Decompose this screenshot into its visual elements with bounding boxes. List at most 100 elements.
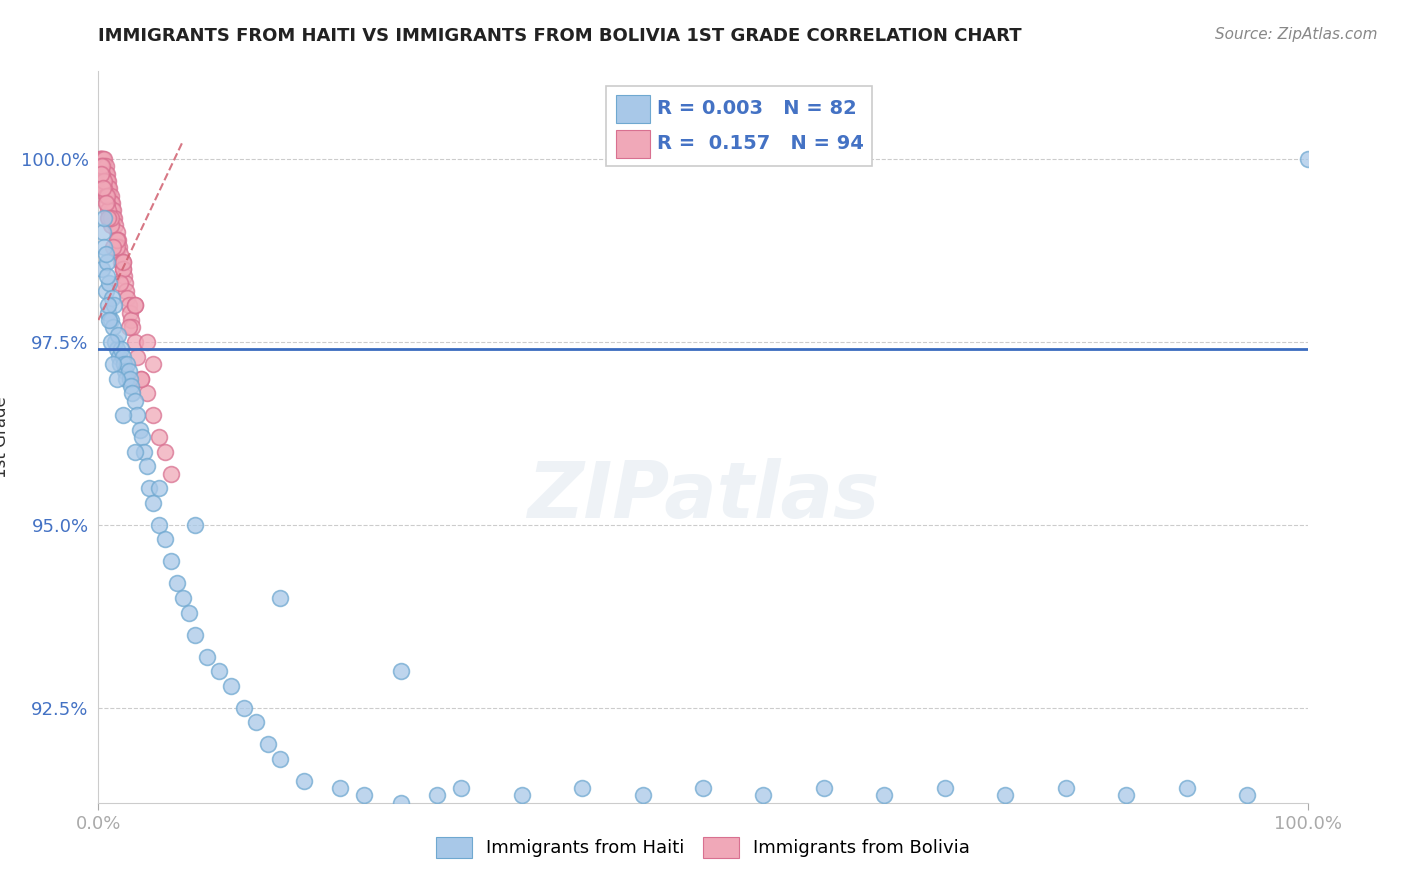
- Point: [108, 350, 131, 364]
- Point: [1054, 781, 1077, 796]
- Point: [93, 181, 115, 195]
- Point: [97, 188, 120, 202]
- Point: [269, 591, 291, 605]
- Point: [96, 167, 118, 181]
- FancyBboxPatch shape: [616, 130, 650, 158]
- Point: [153, 444, 176, 458]
- Point: [118, 298, 141, 312]
- Point: [93, 174, 115, 188]
- Point: [98, 277, 121, 291]
- Point: [91, 160, 114, 174]
- Point: [94, 174, 117, 188]
- Point: [100, 188, 122, 202]
- Point: [138, 481, 160, 495]
- Point: [124, 444, 146, 458]
- Point: [93, 211, 115, 225]
- Point: [426, 789, 449, 803]
- Point: [111, 261, 134, 276]
- Point: [160, 467, 183, 481]
- Point: [93, 174, 115, 188]
- Point: [91, 152, 114, 166]
- Point: [160, 554, 183, 568]
- Point: [121, 386, 143, 401]
- Point: [108, 277, 131, 291]
- Point: [90, 167, 112, 181]
- Point: [111, 408, 134, 422]
- Point: [105, 240, 128, 254]
- Point: [120, 379, 142, 393]
- Point: [96, 188, 118, 202]
- Point: [100, 203, 122, 218]
- Point: [112, 269, 135, 284]
- Point: [124, 334, 146, 349]
- Point: [129, 371, 152, 385]
- Point: [117, 357, 139, 371]
- Point: [101, 357, 124, 371]
- Point: [269, 752, 291, 766]
- Point: [118, 371, 141, 385]
- Point: [100, 196, 122, 211]
- Point: [96, 269, 118, 284]
- Point: [97, 181, 120, 195]
- Point: [117, 291, 139, 305]
- Point: [292, 773, 315, 788]
- Point: [96, 174, 118, 188]
- Point: [108, 247, 131, 261]
- Point: [98, 313, 121, 327]
- Text: ZIPatlas: ZIPatlas: [527, 458, 879, 533]
- Point: [91, 160, 114, 174]
- Point: [124, 393, 146, 408]
- Point: [631, 789, 654, 803]
- Point: [571, 781, 593, 796]
- Point: [91, 167, 114, 181]
- Point: [153, 533, 176, 547]
- Point: [105, 343, 128, 357]
- Point: [91, 152, 114, 166]
- Point: [108, 357, 131, 371]
- Legend: Immigrants from Haiti, Immigrants from Bolivia: Immigrants from Haiti, Immigrants from B…: [427, 828, 979, 867]
- Point: [90, 160, 112, 174]
- Point: [111, 254, 134, 268]
- Point: [104, 218, 127, 232]
- Point: [105, 225, 128, 239]
- Point: [93, 152, 115, 166]
- Point: [148, 430, 170, 444]
- Point: [510, 789, 533, 803]
- Point: [232, 700, 254, 714]
- Point: [101, 320, 124, 334]
- Point: [111, 261, 134, 276]
- Point: [107, 233, 129, 247]
- Point: [100, 196, 122, 211]
- Point: [1296, 152, 1319, 166]
- Point: [96, 196, 118, 211]
- Point: [94, 160, 117, 174]
- Point: [96, 181, 118, 195]
- Point: [131, 430, 153, 444]
- Point: [256, 737, 278, 751]
- Point: [94, 284, 117, 298]
- Point: [105, 233, 128, 247]
- Point: [1236, 789, 1258, 803]
- Point: [208, 664, 231, 678]
- Point: [93, 181, 115, 195]
- Point: [172, 591, 194, 605]
- Point: [329, 781, 352, 796]
- Point: [195, 649, 218, 664]
- Point: [89, 167, 111, 181]
- Point: [934, 781, 956, 796]
- Point: [135, 334, 157, 349]
- Point: [94, 196, 117, 211]
- Point: [90, 152, 112, 166]
- Point: [179, 606, 201, 620]
- Point: [450, 781, 472, 796]
- Point: [100, 291, 122, 305]
- Point: [112, 357, 135, 371]
- Text: R =  0.157   N = 94: R = 0.157 N = 94: [657, 135, 863, 153]
- Point: [101, 240, 124, 254]
- Point: [389, 664, 412, 678]
- Point: [184, 517, 207, 532]
- Point: [353, 789, 375, 803]
- Point: [91, 181, 114, 195]
- Point: [103, 298, 125, 312]
- Point: [120, 313, 142, 327]
